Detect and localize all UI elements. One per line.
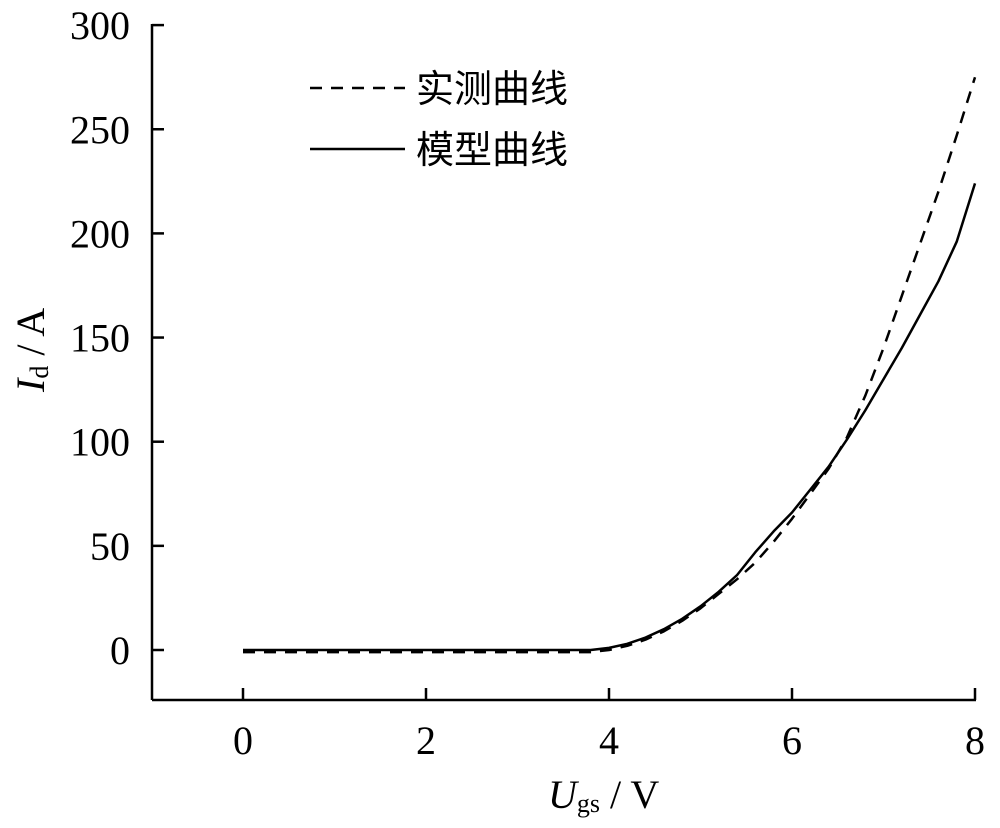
x-tick-label: 8 <box>965 718 985 763</box>
y-axis-ticks: 0 50 100 150 200 250 300 <box>70 3 164 673</box>
x-axis-subscript: gs <box>577 789 600 818</box>
y-tick-label: 100 <box>70 420 130 465</box>
y-tick-label: 300 <box>70 3 130 48</box>
y-axis-sep: / <box>8 337 53 366</box>
series-line-model <box>243 183 977 652</box>
series-line-measured <box>243 76 977 654</box>
y-tick-label: 50 <box>90 524 130 569</box>
y-tick-label: 0 <box>110 628 130 673</box>
x-axis-title: Ugs / V <box>548 772 659 818</box>
x-axis-unit: V <box>630 772 659 817</box>
series-layer <box>243 76 977 654</box>
y-axis-symbol: I <box>8 377 53 393</box>
y-tick-label: 150 <box>70 316 130 361</box>
legend-label-measured: 实测曲线 <box>416 67 568 111</box>
y-axis-title: Id / A <box>8 308 54 393</box>
legend: 实测曲线 模型曲线 <box>310 67 568 172</box>
x-tick-label: 2 <box>416 718 436 763</box>
y-axis-subscript: d <box>25 366 54 379</box>
x-tick-label: 0 <box>233 718 253 763</box>
x-axis-sep: / <box>600 772 630 817</box>
x-tick-label: 6 <box>782 718 802 763</box>
y-axis-unit: A <box>8 308 53 337</box>
x-axis-ticks: 0 2 4 6 8 <box>233 688 985 763</box>
y-tick-label: 200 <box>70 211 130 256</box>
y-tick-label: 250 <box>70 107 130 152</box>
x-tick-label: 4 <box>599 718 619 763</box>
legend-label-model: 模型曲线 <box>416 128 568 172</box>
x-axis-symbol: U <box>548 772 580 817</box>
